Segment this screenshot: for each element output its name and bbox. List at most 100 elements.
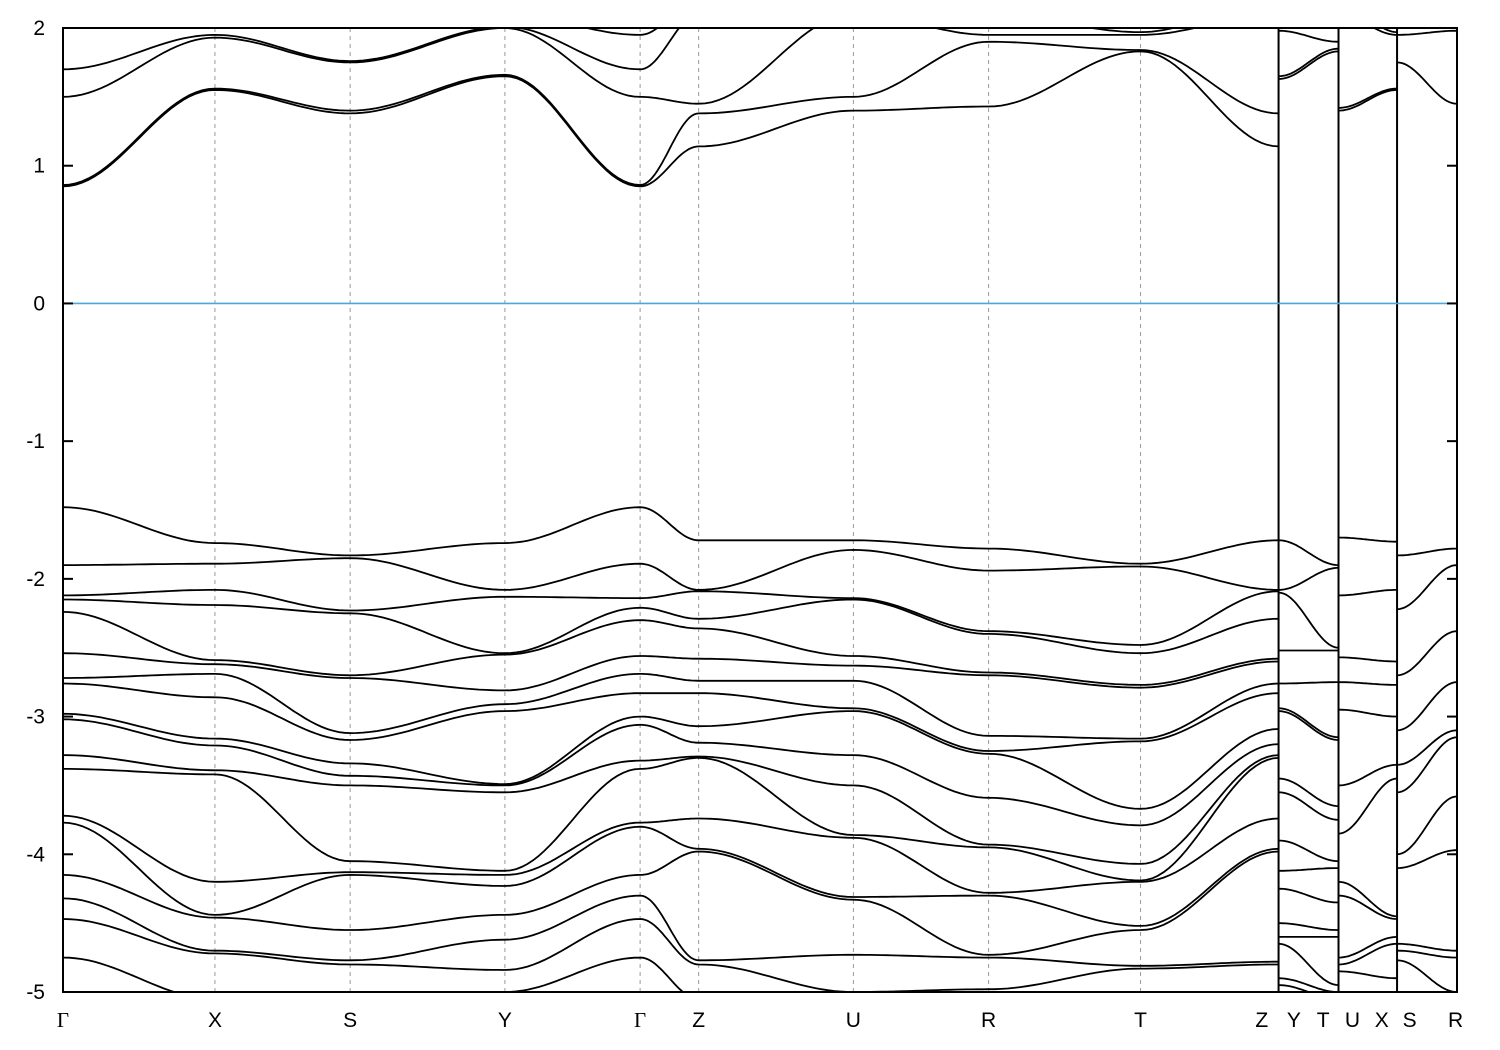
kpoint-label: T	[1134, 1009, 1147, 1032]
valence-band-line	[1397, 942, 1457, 952]
kpoint-label: S	[1403, 1009, 1417, 1032]
conduction-band-line	[1278, 47, 1339, 78]
kpoint-label: T	[1317, 1009, 1330, 1032]
valence-band-line	[1278, 710, 1339, 741]
valence-band-line	[63, 673, 1279, 740]
valence-band-line	[1397, 949, 1457, 959]
valence-band-line	[63, 710, 1279, 810]
valence-band-line	[1338, 894, 1398, 920]
conduction-band-line	[1339, 0, 1398, 14]
valence-band-line	[1278, 984, 1312, 992]
kpoint-label: S	[343, 1009, 357, 1032]
kpoint-label: Y	[1287, 1009, 1301, 1032]
valence-band-line	[1278, 566, 1339, 591]
kpoint-label: R	[1448, 1009, 1463, 1032]
valence-band-line	[1338, 681, 1398, 686]
valence-band-line	[63, 548, 1279, 591]
valence-band-line	[1278, 839, 1339, 863]
kpoint-label: Z	[1255, 1009, 1268, 1032]
valence-band-line	[1338, 763, 1398, 787]
valence-band-line	[63, 814, 1279, 894]
valence-band-line	[63, 754, 1279, 865]
valence-band-line	[1396, 795, 1457, 856]
valence-band-line	[1338, 589, 1398, 597]
kpoint-label: X	[1375, 1009, 1389, 1032]
valence-band-line	[1278, 922, 1339, 931]
kpoint-label: U	[846, 1009, 861, 1032]
valence-band-line	[1338, 777, 1398, 835]
kpoint-label: R	[981, 1009, 996, 1032]
conduction-band-line	[1372, 28, 1398, 36]
conduction-band-line	[1381, 28, 1398, 33]
valence-band-line	[1278, 867, 1339, 872]
y-tick-label: -3	[26, 706, 45, 729]
valence-band-line	[63, 918, 1279, 992]
conduction-band-line	[1338, 89, 1398, 112]
valence-band-line	[1278, 539, 1339, 566]
conduction-band-line	[1397, 61, 1457, 105]
conduction-band-line	[327, 28, 659, 36]
y-tick-label: -1	[26, 430, 45, 453]
valence-band-line	[63, 682, 1279, 752]
valence-band-line	[1397, 564, 1457, 611]
conduction-band-line	[1278, 50, 1339, 80]
valence-band-line	[63, 718, 1279, 827]
valence-band-line	[1397, 630, 1457, 677]
y-tick-label: 0	[33, 292, 45, 315]
y-axis-ticks: 2 1 0 -1 -2 -3 -4 -5	[26, 17, 1457, 1004]
valence-band-line	[1338, 936, 1398, 959]
valence-band-line	[63, 652, 1279, 692]
valence-band-line	[1278, 991, 1289, 992]
y-tick-label: -2	[26, 568, 45, 591]
valence-band-line	[1338, 942, 1398, 966]
valence-band-line	[63, 821, 1279, 927]
valence-band-line	[1278, 942, 1339, 986]
gridlines	[214, 28, 1399, 992]
kpoint-label: Z	[692, 1009, 705, 1032]
valence-band-line	[63, 506, 1279, 565]
y-tick-label: 1	[33, 155, 45, 178]
conduction-band-line	[1279, 1, 1339, 15]
kpoint-label: Y	[498, 1009, 512, 1032]
plot-border	[62, 27, 1458, 993]
conduction-band-line	[1278, 28, 1289, 29]
kpoint-label: Γ	[634, 1008, 646, 1032]
valence-band-line	[1278, 681, 1339, 685]
valence-band-line	[1397, 681, 1457, 732]
valence-band-line	[63, 589, 1279, 646]
valence-band-line	[63, 850, 1279, 956]
valence-band-line	[1338, 880, 1398, 918]
valence-band-line	[63, 598, 1279, 655]
valence-band-line	[63, 956, 685, 992]
conduction-band-line	[63, 40, 1279, 186]
y-tick-label: -5	[26, 981, 45, 1004]
bands	[63, 0, 1457, 992]
kpoint-label: Γ	[57, 1008, 69, 1032]
valence-band-line	[1397, 736, 1457, 794]
valence-band-line	[63, 611, 1279, 686]
valence-band-line	[1278, 887, 1339, 904]
valence-band-line	[1278, 791, 1339, 821]
conduction-band-line	[1338, 87, 1398, 109]
valence-band-line	[1278, 591, 1339, 649]
valence-band-line	[1397, 959, 1457, 992]
conduction-band-line	[1278, 29, 1339, 43]
valence-band-line	[1338, 536, 1398, 543]
valence-band-line	[1397, 849, 1457, 869]
conduction-band-line	[1397, 29, 1457, 36]
valence-band-line	[1338, 970, 1398, 980]
conduction-band-line	[63, 50, 1279, 188]
valence-band-line	[1278, 777, 1339, 807]
conduction-band-line	[63, 28, 1177, 71]
valence-band-line	[1278, 707, 1339, 739]
y-tick-label: 2	[33, 17, 45, 40]
valence-band-line	[1338, 656, 1398, 663]
kpoint-label: X	[208, 1009, 222, 1032]
valence-band-line	[1338, 708, 1398, 718]
conduction-band-line	[63, 28, 1199, 105]
valence-band-line	[63, 894, 1279, 967]
valence-band-line	[63, 757, 1279, 882]
kpoint-label: U	[1345, 1009, 1360, 1032]
